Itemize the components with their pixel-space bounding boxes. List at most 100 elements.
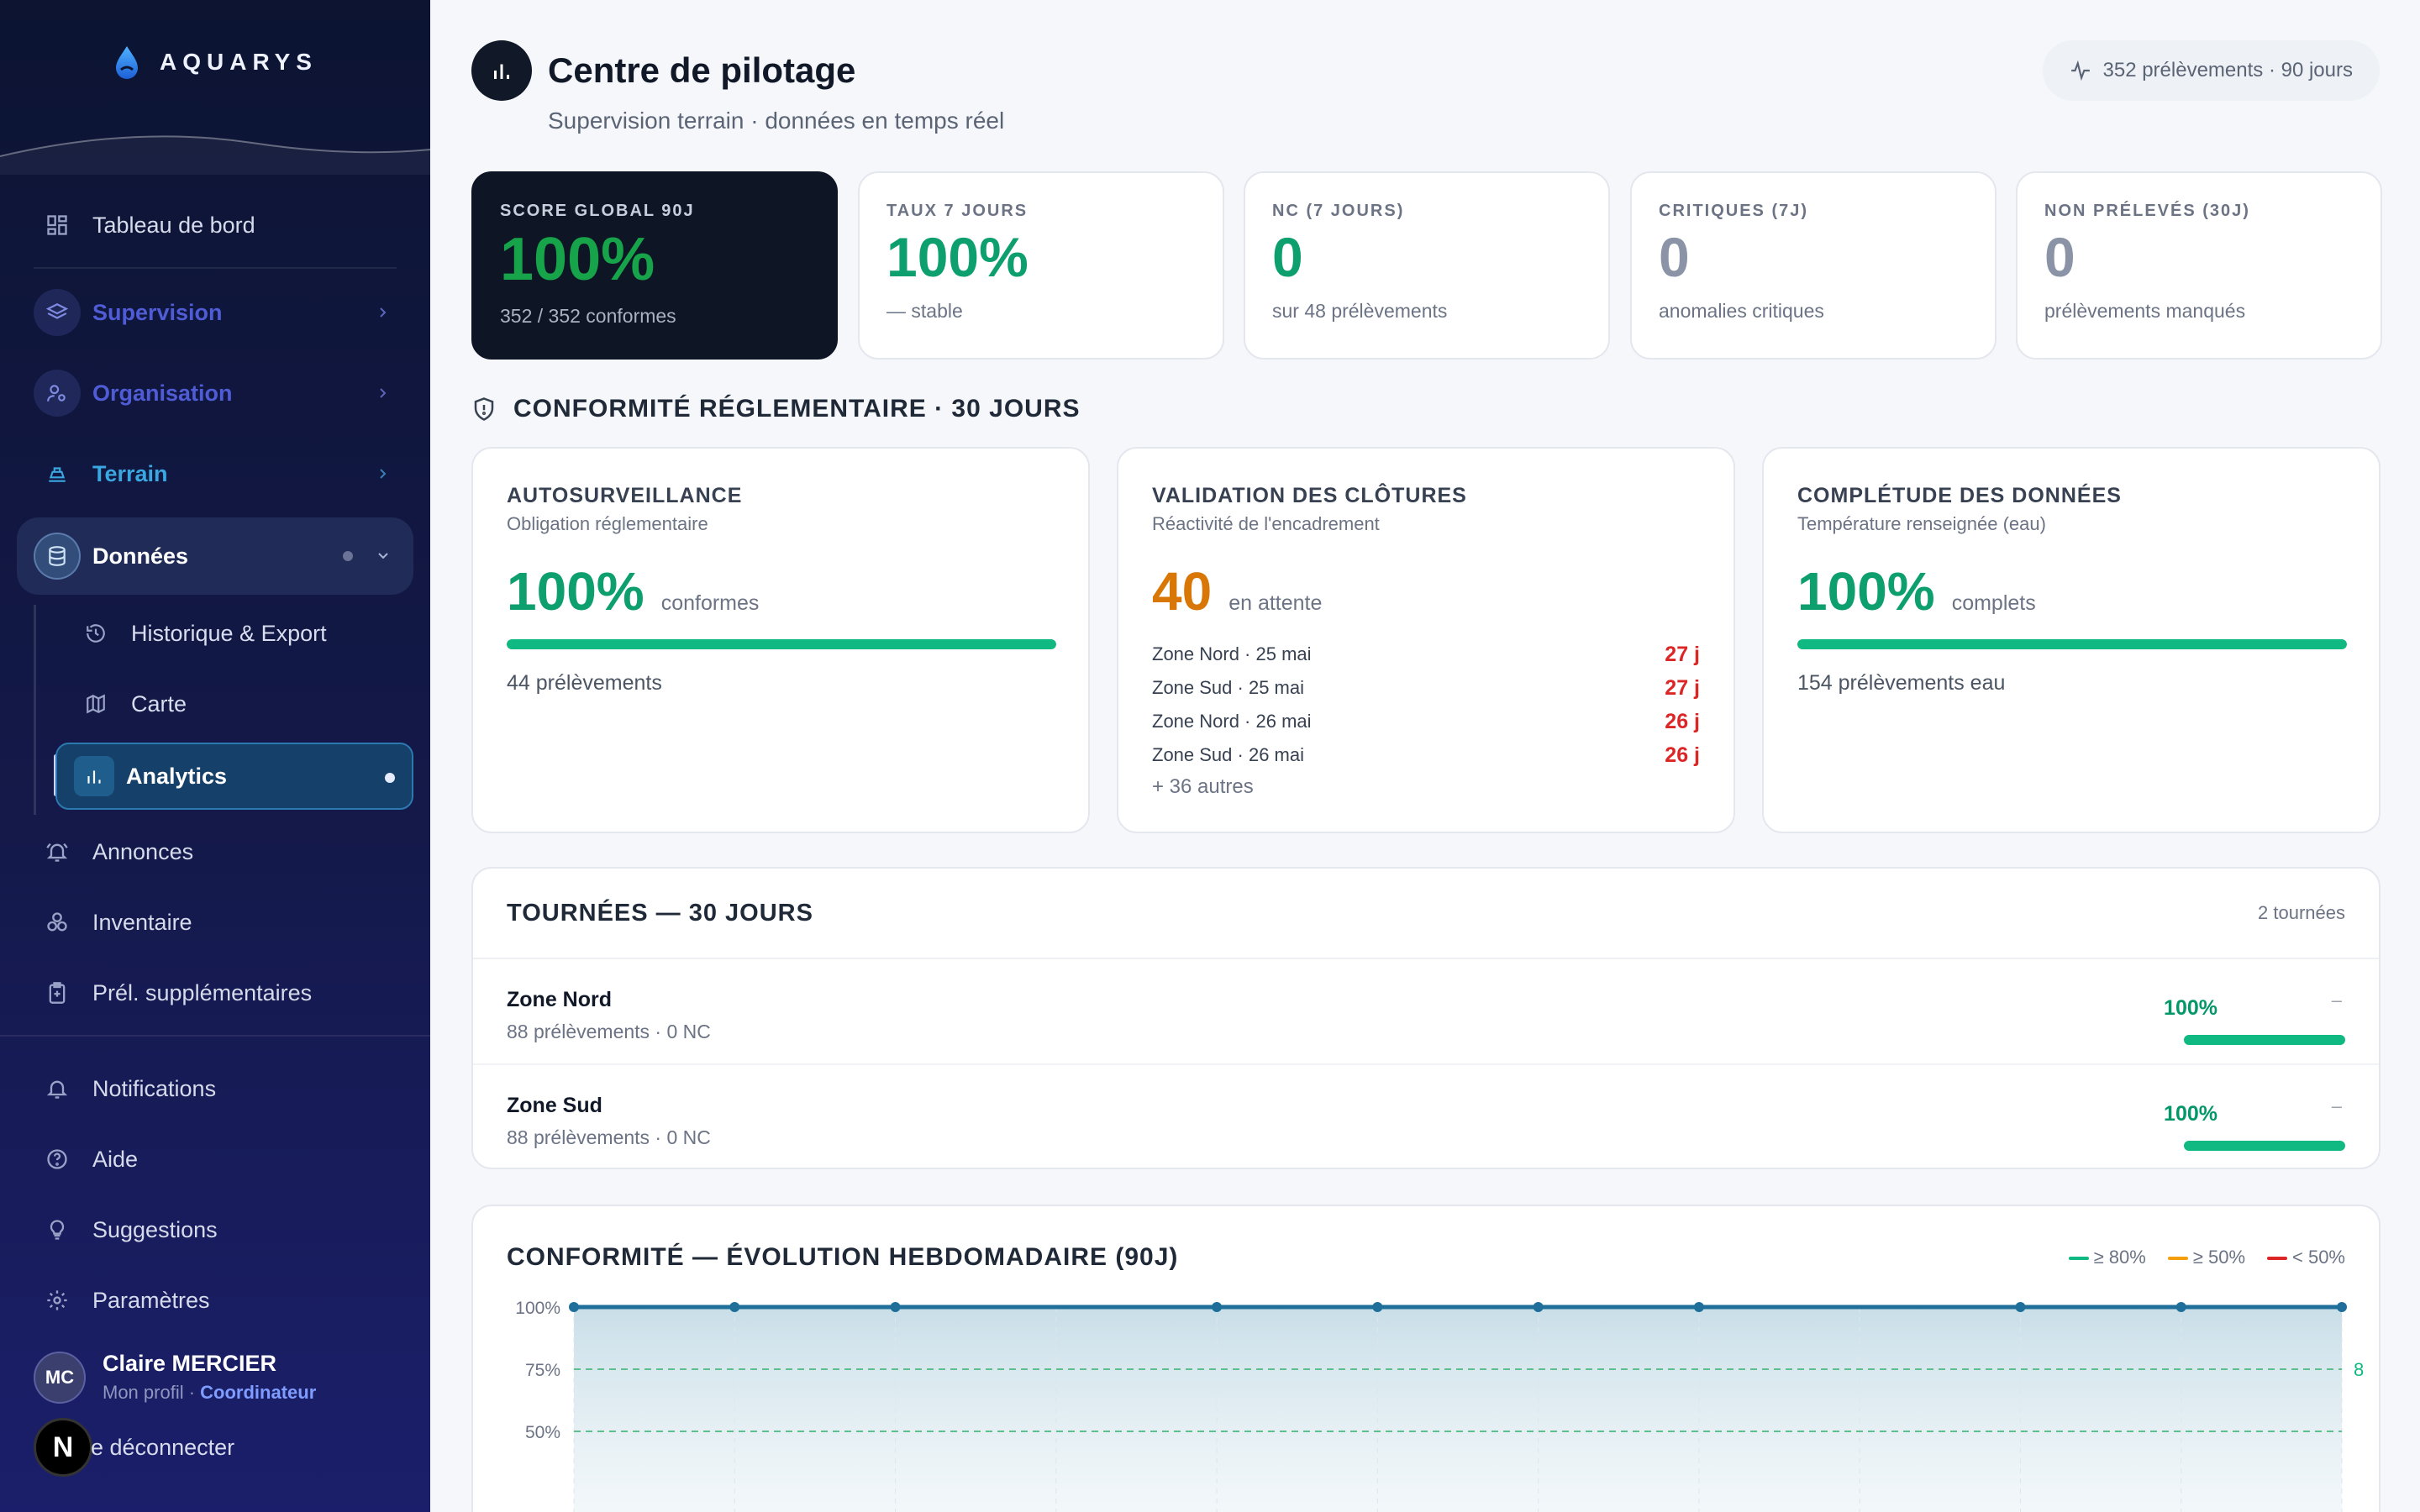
tour-trend: – xyxy=(2331,1095,2342,1116)
card-unit: en attente xyxy=(1228,591,1323,615)
sidebar-item-label: Prél. supplémentaires xyxy=(92,979,313,1005)
pending-row[interactable]: Zone Sud · 25 mai 27 j xyxy=(1152,671,1700,705)
legend-item: ≥ 50% xyxy=(2167,1247,2245,1268)
page-subtitle: Supervision terrain · données en temps r… xyxy=(548,108,1005,134)
sidebar-item-label: Supervision xyxy=(92,299,223,325)
summary-pill: 352 prélèvements · 90 jours xyxy=(2042,40,2380,101)
user-settings-icon xyxy=(34,370,81,417)
kpi-label: NON PRÉLEVÉS (30J) xyxy=(2044,202,2250,220)
role-label: Coordinateur xyxy=(200,1382,317,1403)
kpi-value: 0 xyxy=(2044,226,2075,288)
activity-icon xyxy=(2070,60,2090,81)
sidebar-item-supervision[interactable]: Supervision xyxy=(17,279,413,346)
kpi-label: TAUX 7 JOURS xyxy=(886,202,1028,220)
bell-icon xyxy=(34,1065,81,1112)
sidebar: AQUARYS Tableau de bord Supervision Orga… xyxy=(0,0,430,1512)
chevron-right-icon xyxy=(380,307,387,318)
next-dev-badge[interactable]: N xyxy=(34,1418,92,1477)
sidebar-item-annonces[interactable]: Annonces xyxy=(17,818,413,885)
avatar: MC xyxy=(34,1351,86,1404)
chevron-down-icon xyxy=(378,553,388,559)
pending-row[interactable]: Zone Sud · 26 mai 26 j xyxy=(1152,738,1700,772)
sidebar-item-label: Inventaire xyxy=(92,909,192,935)
gear-icon xyxy=(34,1277,81,1324)
kpi-card-score: SCORE GLOBAL 90J 100% 352 / 352 conforme… xyxy=(471,171,838,360)
weekly-compliance-chart: CONFORMITÉ — ÉVOLUTION HEBDOMADAIRE (90J… xyxy=(471,1205,2381,1512)
card-unit: complets xyxy=(1951,591,2036,615)
dashboard-icon xyxy=(34,202,81,249)
kpi-value: 100% xyxy=(886,226,1028,288)
legend-item: ≥ 80% xyxy=(2068,1247,2146,1268)
tour-row[interactable]: Zone Nord 88 prélèvements · 0 NC 100% – xyxy=(473,959,2379,1065)
pending-days: 27 j xyxy=(1665,642,1700,666)
data-point xyxy=(1533,1302,1544,1312)
kpi-sub: 352 / 352 conformes xyxy=(500,305,676,327)
sidebar-item-analytics[interactable]: Analytics xyxy=(55,743,413,810)
history-icon xyxy=(72,610,119,657)
data-point xyxy=(2175,1302,2186,1312)
tour-trend: – xyxy=(2331,990,2342,1011)
sidebar-item-label: Aide xyxy=(92,1146,139,1172)
active-dot xyxy=(385,773,395,783)
sidebar-item-label: Notifications xyxy=(92,1075,217,1101)
kpi-sub: — stable xyxy=(886,300,963,322)
sidebar-item-label: Données xyxy=(92,543,189,569)
section-title-text: CONFORMITÉ RÉGLEMENTAIRE · 30 JOURS xyxy=(513,395,1081,423)
kpi-card-nc: NC (7 JOURS) 0 sur 48 prélèvements xyxy=(1244,171,1610,360)
chart-legend: ≥ 80% ≥ 50% < 50% xyxy=(2068,1247,2345,1268)
progress-bar xyxy=(507,639,1056,649)
kpi-label: NC (7 JOURS) xyxy=(1272,202,1405,220)
sidebar-item-label: Terrain xyxy=(92,460,168,486)
tour-row[interactable]: Zone Sud 88 prélèvements · 0 NC 100% – xyxy=(473,1065,2379,1168)
tours-card: TOURNÉES — 30 JOURS 2 tournées Zone Nord… xyxy=(471,867,2381,1169)
brand-name: AQUARYS xyxy=(160,49,318,75)
sidebar-item-dashboard[interactable]: Tableau de bord xyxy=(17,192,413,259)
kpi-label: CRITIQUES (7J) xyxy=(1659,202,1809,220)
more-link[interactable]: + 36 autres xyxy=(1152,775,1254,798)
sidebar-item-inventaire[interactable]: Inventaire xyxy=(17,889,413,956)
kpi-card-taux: TAUX 7 JOURS 100% — stable xyxy=(858,171,1224,360)
logout-label: e déconnecter xyxy=(91,1434,235,1460)
sidebar-item-label: Organisation xyxy=(92,380,233,406)
kpi-value: 100% xyxy=(500,226,655,293)
sidebar-item-map[interactable]: Carte xyxy=(55,670,408,738)
y-tick-label: 50% xyxy=(525,1423,560,1442)
data-point xyxy=(569,1302,579,1312)
kpi-card-non-preleves: NON PRÉLEVÉS (30J) 0 prélèvements manqué… xyxy=(2016,171,2382,360)
sidebar-item-history[interactable]: Historique & Export xyxy=(55,600,408,667)
sidebar-item-label: Paramètres xyxy=(92,1287,210,1313)
kpi-sub: anomalies critiques xyxy=(1659,300,1824,322)
sidebar-item-donnees[interactable]: Données xyxy=(17,517,413,595)
tour-pct: 100% xyxy=(2164,996,2217,1020)
water-drop-logo-icon xyxy=(116,46,138,79)
legend-item: < 50% xyxy=(2267,1247,2345,1268)
pending-row[interactable]: Zone Nord · 26 mai 26 j xyxy=(1152,705,1700,738)
chart-area xyxy=(574,1307,2342,1512)
sidebar-item-parametres[interactable]: Paramètres xyxy=(17,1267,413,1334)
brand[interactable]: AQUARYS xyxy=(0,0,430,124)
pending-days: 26 j xyxy=(1665,709,1700,733)
sidebar-item-organisation[interactable]: Organisation xyxy=(17,360,413,427)
sidebar-item-terrain[interactable]: Terrain xyxy=(17,440,413,507)
map-icon xyxy=(72,680,119,727)
card-title: AUTOSURVEILLANCE xyxy=(507,484,743,507)
pending-zone: Zone Nord · 25 mai xyxy=(1152,643,1312,664)
sidebar-item-notifications[interactable]: Notifications xyxy=(17,1055,413,1122)
profile-link[interactable]: Mon profil xyxy=(103,1382,184,1403)
card-validation-clotures: VALIDATION DES CLÔTURES Réactivité de l'… xyxy=(1117,447,1735,833)
terrain-icon xyxy=(34,450,81,497)
logout-button[interactable]: N e déconnecter xyxy=(34,1418,234,1477)
chart-plot: 8 100% 75% 50% xyxy=(515,1299,2364,1512)
tours-title: TOURNÉES — 30 JOURS xyxy=(507,899,813,927)
y-tick-label: 75% xyxy=(525,1361,560,1380)
pending-row[interactable]: Zone Nord · 25 mai 27 j xyxy=(1152,638,1700,671)
data-point xyxy=(1693,1302,1704,1312)
user-profile[interactable]: MC Claire MERCIER Mon profil · Coordinat… xyxy=(34,1351,316,1404)
sidebar-item-suggestions[interactable]: Suggestions xyxy=(17,1196,413,1263)
tour-name: Zone Sud xyxy=(507,1094,602,1117)
shield-icon xyxy=(474,397,494,421)
pending-days: 27 j xyxy=(1665,675,1700,700)
user-name: Claire MERCIER xyxy=(103,1351,277,1376)
sidebar-item-aide[interactable]: Aide xyxy=(17,1126,413,1193)
sidebar-item-prel-supp[interactable]: Prél. supplémentaires xyxy=(17,959,413,1026)
